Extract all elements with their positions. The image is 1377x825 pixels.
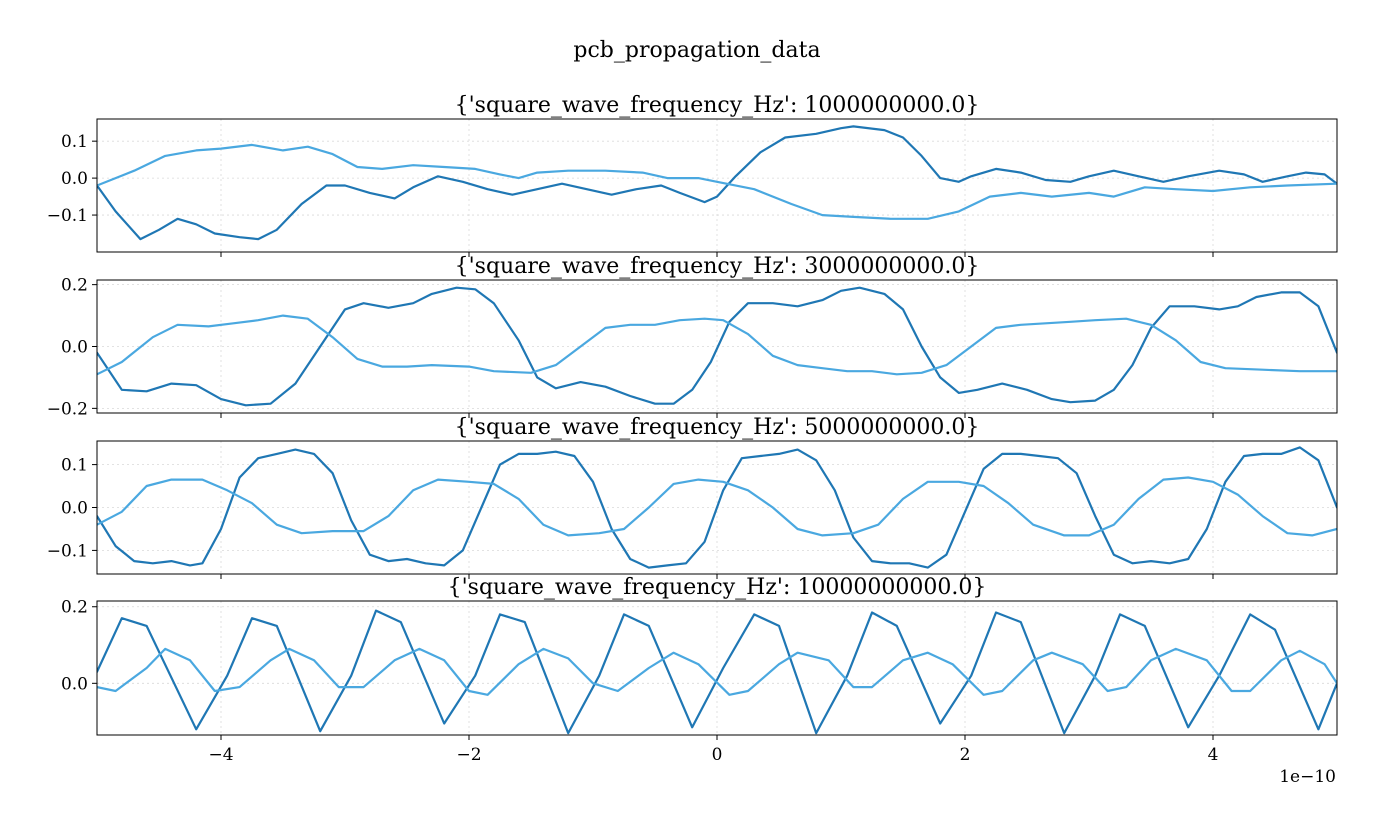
series-line-1 (97, 609, 1337, 735)
subplot-3: −0.1 0.0 0.1 {'square_wave_frequency_Hz': 5… (47, 415, 1338, 579)
series-line-2 (97, 143, 1337, 220)
subplot-2: −0.2 0.0 0.2 {'square_wave_frequency_Hz': 3… (47, 254, 1338, 419)
x-tick-label: 0 (712, 745, 723, 765)
series-line-1 (97, 286, 1337, 407)
series-line-2 (97, 314, 1337, 376)
y-tick-label: 0.1 (61, 456, 88, 476)
series-line-2 (97, 476, 1337, 537)
series-line-2 (97, 647, 1337, 696)
series-line-1 (97, 446, 1337, 569)
subplot-title: {'square_wave_frequency_Hz': 3000000000.… (455, 254, 980, 279)
y-tick-label: 0.0 (61, 169, 88, 189)
y-tick-label: −0.2 (47, 399, 88, 419)
x-tick-label: 2 (960, 745, 971, 765)
x-tick-label: −4 (208, 745, 233, 765)
subplot-title: {'square_wave_frequency_Hz': 1000000000.… (455, 93, 980, 118)
y-tick-label: 0.0 (61, 338, 88, 358)
subplot-title: {'square_wave_frequency_Hz': 5000000000.… (455, 415, 980, 440)
y-tick-label: 0.2 (61, 598, 88, 618)
y-tick-label: 0.1 (61, 132, 88, 152)
x-tick-label: 4 (1208, 745, 1219, 765)
x-axis-exponent-label: 1e−10 (1279, 767, 1336, 787)
subplot-stack: −0.1 0.0 0.1 {'square_wave_frequency_Hz': 1… (47, 93, 1338, 765)
y-tick-label: −0.1 (47, 206, 88, 226)
x-tick-label: −2 (456, 745, 481, 765)
subplot-title: {'square_wave_frequency_Hz': 10000000000… (448, 575, 987, 600)
subplot-1: −0.1 0.0 0.1 {'square_wave_frequency_Hz': 1… (47, 93, 1338, 257)
y-tick-label: −0.1 (47, 541, 88, 561)
figure-title: pcb_propagation_data (573, 38, 820, 63)
y-tick-label: 0.0 (61, 674, 88, 694)
y-tick-label: 0.0 (61, 499, 88, 519)
series-line-1 (97, 125, 1337, 241)
subplot-4: 0.0 0.2 −4 −2 0 2 4 {'square_wave_frequency_Hz'… (61, 575, 1338, 765)
y-tick-label: 0.2 (61, 276, 88, 296)
